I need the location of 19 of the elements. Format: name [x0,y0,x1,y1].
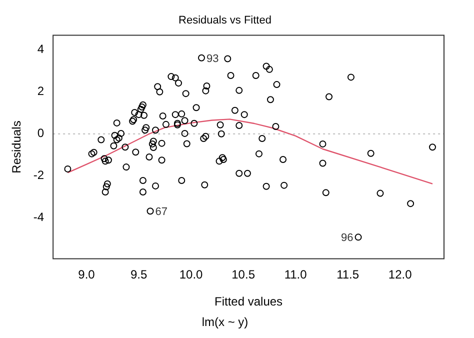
x-tick-label: 12.0 [388,267,412,282]
annotation: 67 [155,206,168,218]
y-tick-label: -2 [33,168,44,182]
chart-title: Residuals vs Fitted [178,14,272,27]
x-tick-label: 11.5 [336,267,360,282]
x-tick-label: 11.0 [284,267,308,282]
x-axis-title: Fitted values [214,294,283,309]
annotation: 96 [341,232,354,244]
y-tick-label: 0 [37,126,44,140]
annotation: 93 [206,52,219,65]
y-tick-label: 4 [37,42,44,56]
x-tick-label: 9.0 [78,267,96,282]
x-tick-label: 9.5 [130,267,148,282]
y-tick-label: 2 [37,84,44,98]
x-tick-label: 10.0 [179,267,204,282]
text: lm(x ~ y) [202,315,248,330]
y-tick-label: -4 [33,210,44,224]
x-tick-label: 10.5 [232,267,256,282]
y-axis-title: Residuals [10,120,24,174]
